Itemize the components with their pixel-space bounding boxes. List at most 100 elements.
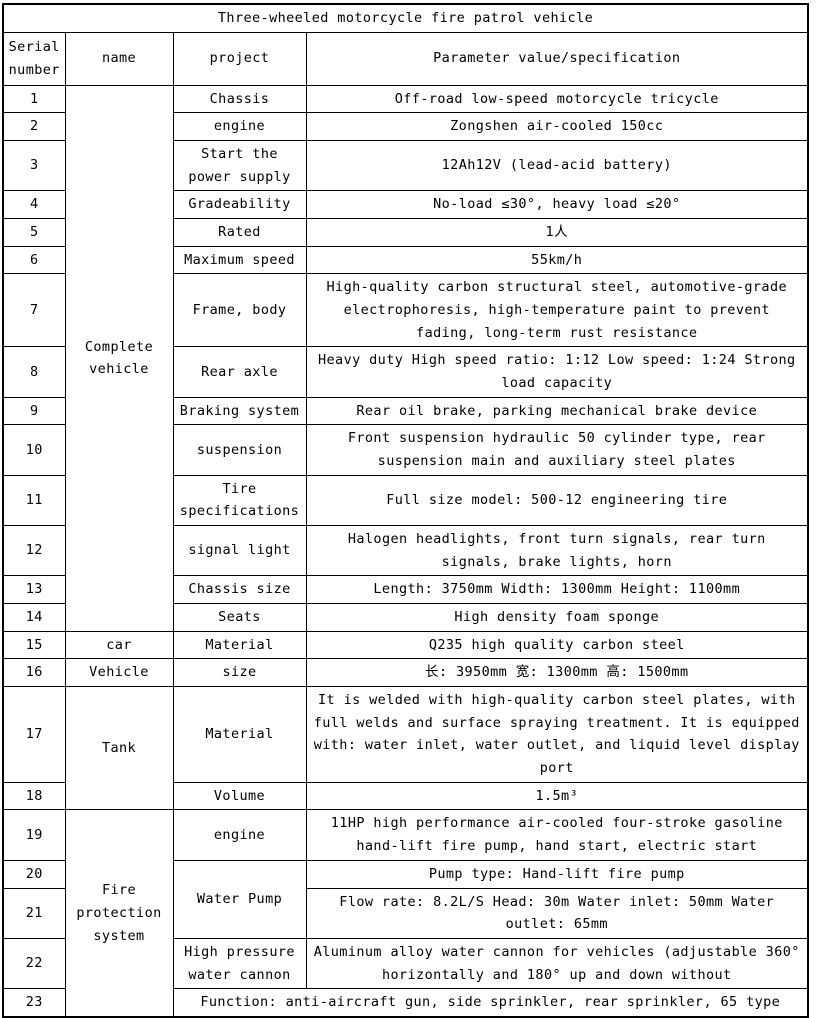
table-row: 21 Flow rate: 8.2L/S Head: 30m Water inl… [2,887,809,939]
column-header-project: project [172,31,307,86]
group-name-complete-vehicle: Complete vehicle [64,84,174,632]
group-name-car: car [64,630,174,660]
table-row: 22 High pressure water cannon Aluminum a… [2,937,809,990]
page-title: Three-wheeled motorcycle fire patrol veh… [2,3,809,33]
row-project: Frame, body [172,273,307,348]
row-project: suspension [172,424,307,476]
row-serial-number: 1 [2,84,66,114]
row-serial-number: 4 [2,190,66,220]
row-serial-number: 9 [2,396,66,426]
table-row: 8 Rear axle Heavy duty High speed ratio:… [2,346,809,398]
row-serial-number: 11 [2,474,66,527]
row-project: Rated [172,218,307,247]
table-row: 9 Braking system Rear oil brake, parking… [2,396,809,426]
row-project: Chassis [172,84,307,114]
row-serial-number: 2 [2,112,66,142]
row-project: Start the power supply [172,140,307,192]
row-serial-number: 18 [2,781,66,811]
table-row: 5 Rated 1人 [2,218,809,247]
row-project: High pressure water cannon [172,937,307,990]
row-serial-number: 21 [2,887,66,939]
row-serial-number: 19 [2,809,66,861]
row-project: engine [172,809,307,861]
table-row: 15 car Material Q235 high quality carbon… [2,630,809,660]
row-project: Tire specifications [172,474,307,527]
row-project: Gradeability [172,190,307,220]
row-project: Material [172,630,307,660]
row-serial-number: 17 [2,686,66,783]
row-parameter-value: 11HP high performance air-cooled four-st… [305,809,809,861]
row-parameter-value: Zongshen air-cooled 150cc [305,112,809,142]
row-serial-number: 5 [2,218,66,247]
row-parameter-value: 1人 [305,218,809,247]
row-project: Seats [172,603,307,632]
row-parameter-value: 12Ah12V (lead-acid battery) [305,140,809,192]
row-serial-number: 7 [2,273,66,348]
table-row: 7 Frame, body High-quality carbon struct… [2,273,809,348]
row-serial-number: 15 [2,630,66,660]
row-project: size [172,658,307,688]
table-row: 3 Start the power supply 12Ah12V (lead-a… [2,140,809,192]
row-project: Material [172,686,307,783]
row-project: Maximum speed [172,245,307,275]
row-parameter-value: No-load ≤30°, heavy load ≤20° [305,190,809,220]
row-project: Rear axle [172,346,307,398]
row-parameter-value: 1.5m³ [305,781,809,811]
table-row: 13 Chassis size Length: 3750mm Width: 13… [2,575,809,605]
row-project: engine [172,112,307,142]
table-header-row: Serial number name project Parameter val… [2,31,809,86]
row-parameter-value: Halogen headlights, front turn signals, … [305,525,809,577]
specification-table: Three-wheeled motorcycle fire patrol veh… [2,3,810,1018]
row-serial-number: 12 [2,525,66,577]
row-serial-number: 6 [2,245,66,275]
row-project: signal light [172,525,307,577]
table-row: 2 engine Zongshen air-cooled 150cc [2,112,809,142]
row-serial-number: 10 [2,424,66,476]
table-row: 20 Water Pump Pump type: Hand-lift fire … [2,859,809,939]
row-serial-number: 20 [2,859,66,889]
row-serial-number: 8 [2,346,66,398]
table-row: 16 Vehicle size 长: 3950mm 宽: 1300mm 高: 1… [2,658,809,688]
row-project: Volume [172,781,307,811]
row-parameter-value: It is welded with high-quality carbon st… [305,686,809,783]
row-parameter-value: High density foam sponge [305,603,809,632]
column-header-serial-number: Serial number [2,31,66,86]
table-row: 14 Seats High density foam sponge [2,603,809,632]
group-project-water-pump: Water Pump [172,859,307,939]
row-project: Chassis size [172,575,307,605]
row-parameter-value: Rear oil brake, parking mechanical brake… [305,396,809,426]
row-parameter-value: Heavy duty High speed ratio: 1:12 Low sp… [305,346,809,398]
row-parameter-value: Pump type: Hand-lift fire pump [305,859,809,889]
table-row: 17 Tank Material It is welded with high-… [2,686,809,811]
row-project: Braking system [172,396,307,426]
row-serial-number: 14 [2,603,66,632]
row-serial-number: 13 [2,575,66,605]
table-row: 1 Complete vehicle Chassis Off-road low-… [2,84,809,632]
row-serial-number: 22 [2,937,66,990]
table-row: 19 Fire protection system engine 11HP hi… [2,809,809,1018]
row-parameter-value: Aluminum alloy water cannon for vehicles… [305,937,809,990]
row-parameter-value: High-quality carbon structural steel, au… [305,273,809,348]
row-serial-number: 16 [2,658,66,688]
column-header-name: name [64,31,174,86]
row-parameter-value: Front suspension hydraulic 50 cylinder t… [305,424,809,476]
row-parameter-value: Length: 3750mm Width: 1300mm Height: 110… [305,575,809,605]
group-name-tank: Tank [64,686,174,811]
row-serial-number: 3 [2,140,66,192]
table-row: 12 signal light Halogen headlights, fron… [2,525,809,577]
row-parameter-value: Off-road low-speed motorcycle tricycle [305,84,809,114]
group-name-vehicle: Vehicle [64,658,174,688]
row-parameter-value: 长: 3950mm 宽: 1300mm 高: 1500mm [305,658,809,688]
table-row: 10 suspension Front suspension hydraulic… [2,424,809,476]
row-parameter-value: Full size model: 500-12 engineering tire [305,474,809,527]
row-parameter-value: Flow rate: 8.2L/S Head: 30m Water inlet:… [305,887,809,939]
table-row: 6 Maximum speed 55km/h [2,245,809,275]
row-parameter-value: 55km/h [305,245,809,275]
row-parameter-value: Q235 high quality carbon steel [305,630,809,660]
column-header-parameter: Parameter value/specification [305,31,809,86]
group-name-fire-protection-system: Fire protection system [64,809,174,1018]
table-row: 4 Gradeability No-load ≤30°, heavy load … [2,190,809,220]
table-title-row: Three-wheeled motorcycle fire patrol veh… [2,3,809,33]
table-row: 11 Tire specifications Full size model: … [2,474,809,527]
